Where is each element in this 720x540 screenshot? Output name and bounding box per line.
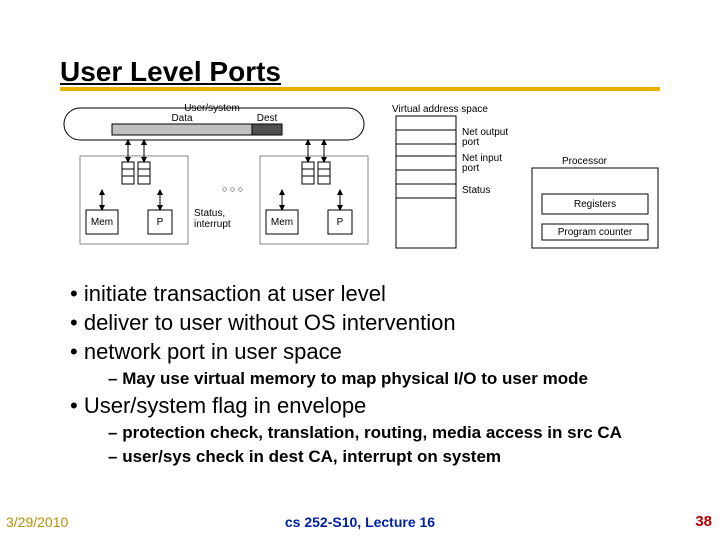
svg-text:interrupt: interrupt	[194, 219, 231, 230]
svg-text:Registers: Registers	[574, 199, 616, 210]
label-data: Data	[171, 113, 193, 124]
bullet-1: • initiate transaction at user level	[70, 281, 680, 307]
svg-text:Program counter: Program counter	[558, 227, 633, 238]
svg-text:Status: Status	[462, 185, 490, 196]
label-dest: Dest	[257, 113, 278, 124]
bullet-list: • initiate transaction at user level • d…	[60, 278, 680, 471]
svg-text:Mem: Mem	[271, 217, 293, 228]
bullet-1: • deliver to user without OS interventio…	[70, 310, 680, 336]
svg-text:port: port	[462, 163, 479, 174]
svg-text:port: port	[462, 137, 479, 148]
label-status-interrupt: Status,	[194, 208, 225, 219]
footer-page-number: 38	[695, 513, 712, 530]
svg-text:P: P	[337, 217, 344, 228]
page-title: User Level Ports	[60, 56, 660, 90]
bullet-1: • User/system flag in envelope	[70, 393, 680, 419]
bullet-2: – protection check, translation, routing…	[108, 423, 680, 443]
footer-lecture: cs 252-S10, Lecture 16	[0, 514, 720, 530]
bullet-2: – user/sys check in dest CA, interrupt o…	[108, 447, 680, 467]
svg-text:Processor: Processor	[562, 156, 608, 167]
footer: 3/29/2010 cs 252-S10, Lecture 16 38	[0, 510, 720, 530]
bullet-2: – May use virtual memory to map physical…	[108, 369, 680, 389]
architecture-diagram: User/system Data Dest Mem P Status, inte…	[62, 100, 662, 260]
label-vas: Virtual address space	[392, 104, 488, 115]
svg-text:P: P	[157, 217, 164, 228]
svg-text:○ ○ ○: ○ ○ ○	[222, 184, 243, 194]
bullet-1: • network port in user space	[70, 339, 680, 365]
svg-text:Mem: Mem	[91, 217, 113, 228]
